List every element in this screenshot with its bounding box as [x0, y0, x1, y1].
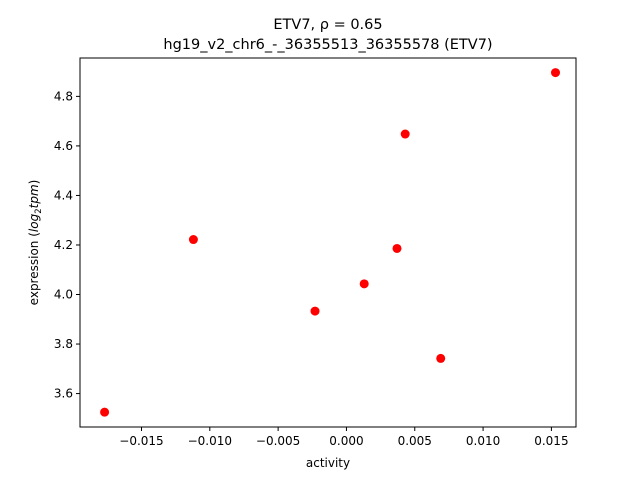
- y-tick-label: 4.6: [54, 139, 73, 153]
- y-axis-label-math: log: [27, 213, 41, 232]
- y-tick-label: 4.8: [54, 89, 73, 103]
- data-point: [100, 407, 110, 417]
- y-tick-label: 3.8: [54, 337, 73, 351]
- x-tick-label: 0.005: [398, 434, 432, 448]
- data-point: [392, 243, 402, 253]
- y-axis-label-math2: tpm: [27, 184, 41, 208]
- y-tick-label: 3.6: [54, 387, 73, 401]
- data-points: [100, 68, 561, 417]
- y-tick-label: 4.0: [54, 288, 73, 302]
- y-tick-label: 4.4: [54, 188, 73, 202]
- x-axis-ticks: −0.015 −0.010 −0.005 0.000 0.005 0.010 0.015: [119, 427, 569, 448]
- x-tick-label: −0.010: [188, 434, 232, 448]
- data-point: [400, 129, 410, 139]
- x-tick-label: −0.015: [119, 434, 163, 448]
- data-point: [551, 68, 561, 78]
- y-axis-label: expression (log2tpm): [27, 180, 44, 306]
- x-tick-label: 0.010: [466, 434, 500, 448]
- axes-frame: [79, 57, 577, 428]
- plot-area: −0.015 −0.010 −0.005 0.000 0.005 0.010 0.015 3…: [54, 57, 577, 448]
- y-axis-label-prefix: expression (: [27, 232, 41, 305]
- y-tick-label: 4.2: [54, 238, 73, 252]
- chart-title-line1: ETV7, ρ = 0.65: [273, 17, 382, 33]
- x-tick-label: −0.005: [256, 434, 300, 448]
- data-point: [436, 353, 446, 363]
- x-tick-label: 0.000: [329, 434, 363, 448]
- x-axis-label: activity: [306, 456, 350, 470]
- y-axis-ticks: 3.6 3.8 4.0 4.2 4.4 4.6 4.8: [54, 89, 80, 401]
- data-point: [188, 235, 198, 245]
- data-point: [310, 306, 320, 316]
- chart-title-line2: hg19_v2_chr6_-_36355513_36355578 (ETV7): [163, 37, 492, 53]
- y-axis-label-suffix: ): [27, 180, 41, 185]
- data-point: [359, 279, 369, 289]
- y-axis-label-sub: 2: [34, 208, 44, 213]
- x-tick-label: 0.015: [534, 434, 568, 448]
